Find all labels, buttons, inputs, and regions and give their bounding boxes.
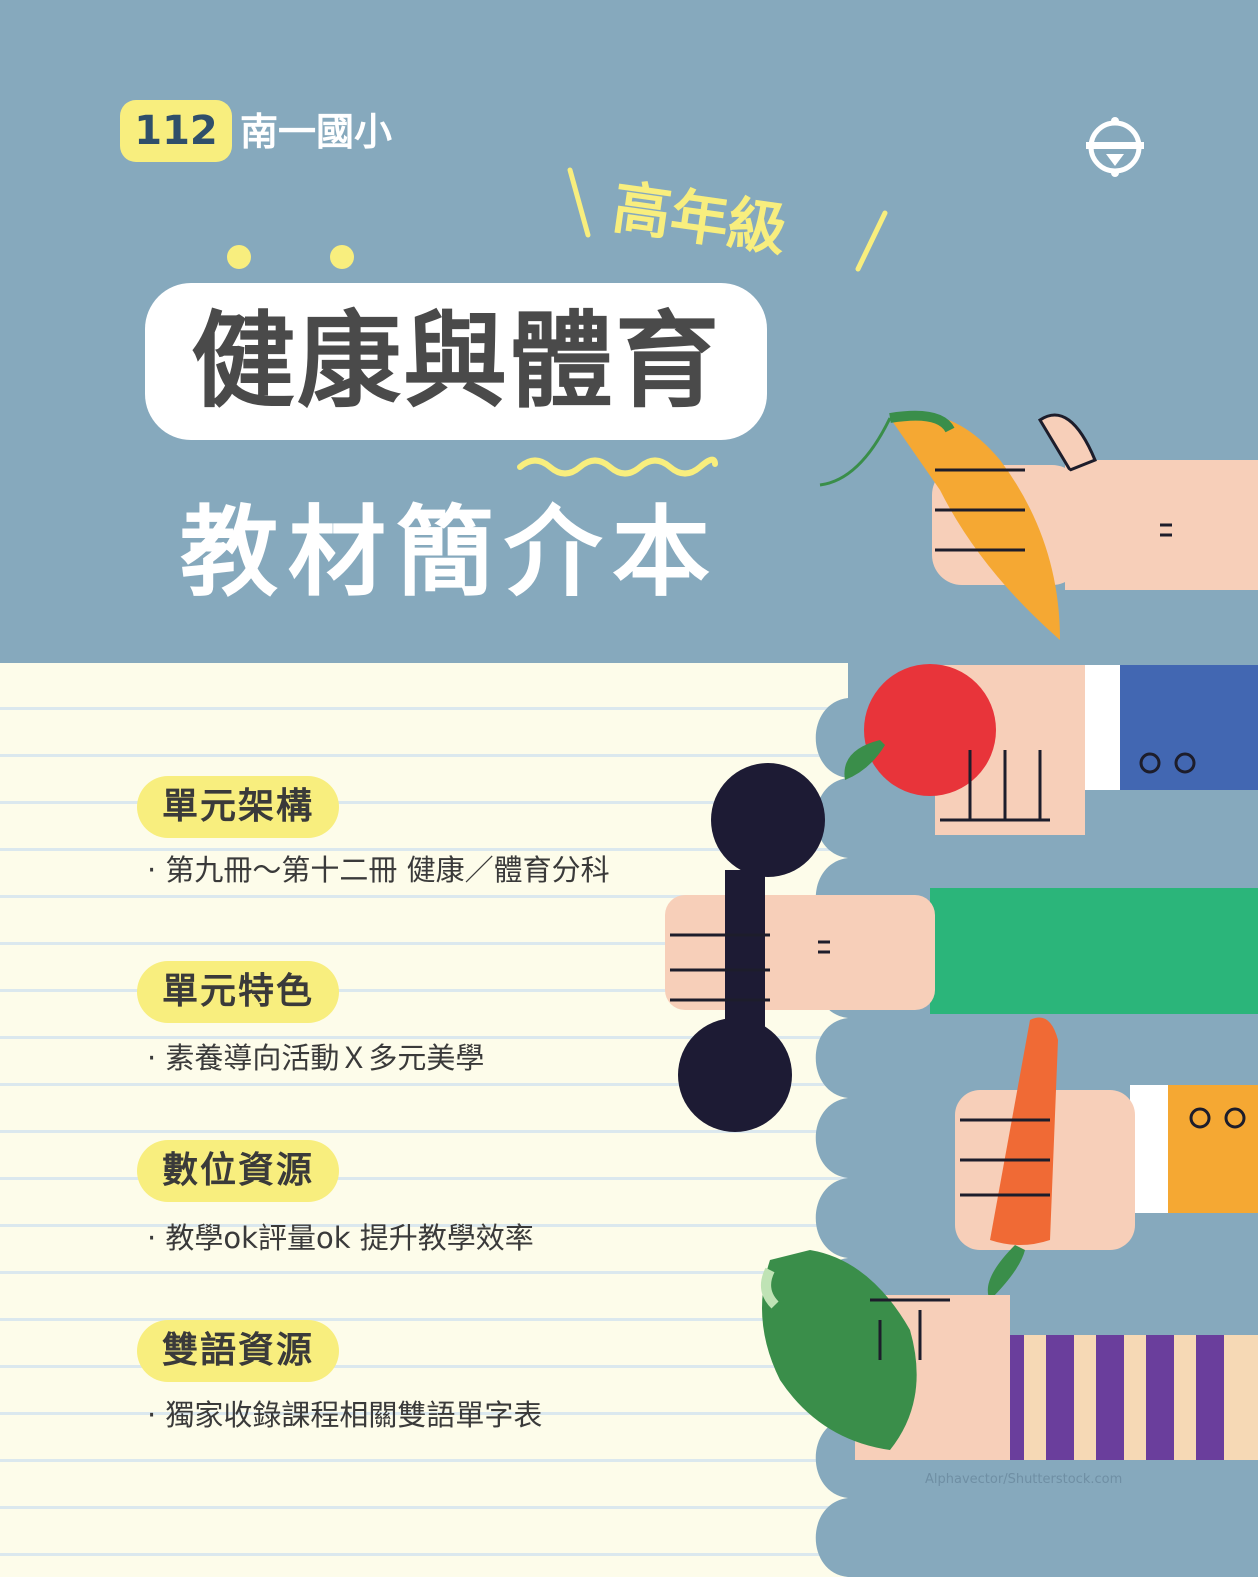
- section-bullet-bilingual: · 獨家收錄課程相關雙語單字表: [147, 1398, 543, 1432]
- apple-hand: [844, 664, 1258, 835]
- section-bullet-structure: · 第九冊～第十二冊 健康／體育分科: [147, 853, 610, 887]
- page-subtitle: 教材簡介本: [180, 496, 721, 610]
- banana-hand: [819, 410, 1258, 640]
- image-credit: Alphavector/Shutterstock.com: [925, 1472, 1123, 1487]
- grade-slashes: [567, 167, 888, 272]
- lettuce-hand: [761, 1250, 1258, 1460]
- section-heading-bilingual: 雙語資源: [137, 1320, 339, 1382]
- hands-illustration: [665, 410, 1258, 1460]
- section-bullet-digital: · 教學ok評量ok 提升教學效率: [147, 1221, 534, 1255]
- squiggle-decoration: [517, 456, 718, 477]
- carrot-hand: [955, 1017, 1258, 1300]
- section-heading-structure: 單元架構: [137, 776, 339, 838]
- publisher-logo-icon: [1086, 117, 1144, 177]
- year-badge: 112: [120, 100, 232, 162]
- title-box: [145, 283, 767, 440]
- school-name: 南一國小: [240, 110, 393, 154]
- section-heading-digital: 數位資源: [137, 1140, 339, 1202]
- page-title: 健康與體育: [190, 300, 721, 422]
- section-heading-features: 單元特色: [137, 961, 339, 1023]
- section-bullet-features: · 素養導向活動Ｘ多元美學: [147, 1041, 485, 1075]
- dumbbell-hand: [665, 763, 1258, 1132]
- decor-dots: [227, 245, 354, 269]
